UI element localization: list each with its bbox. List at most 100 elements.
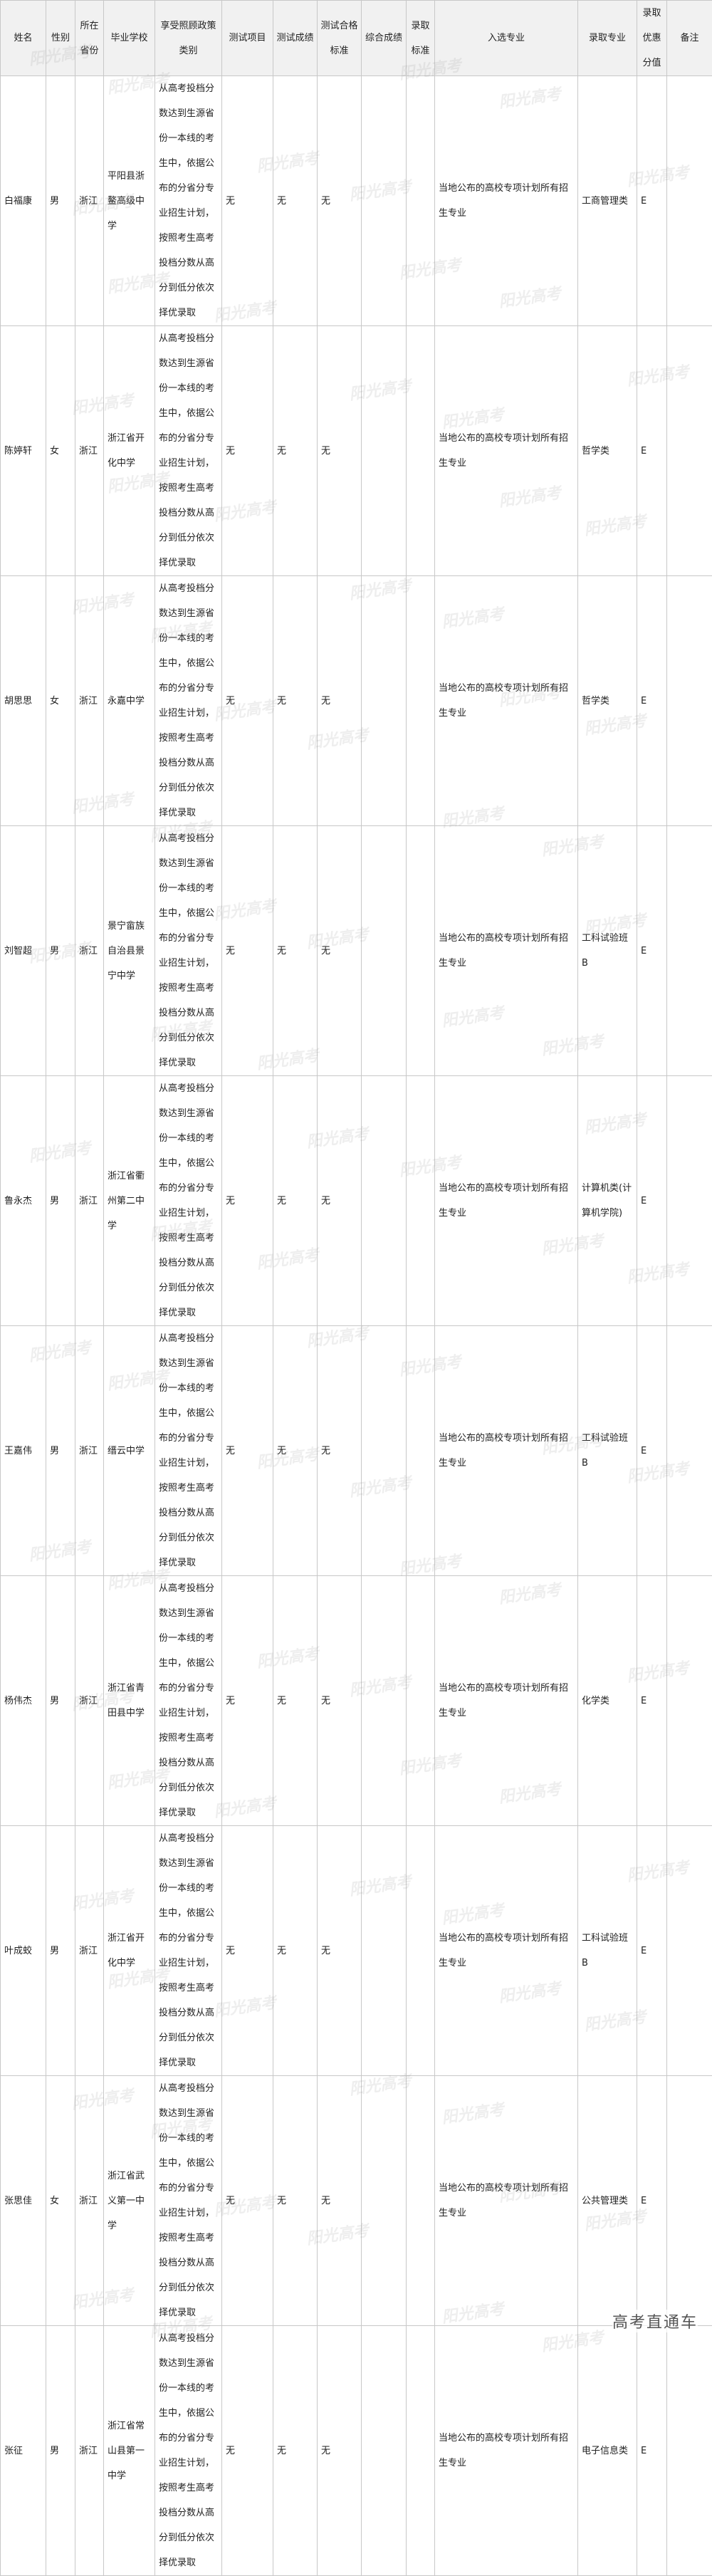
- test-score-cell: 无: [273, 326, 318, 576]
- table-row: 张征男浙江浙江省常山县第一中学从高考投档分数达到生源省份一本线的考生中，依据公布…: [1, 2326, 712, 2576]
- test-score-cell: 无: [273, 1076, 318, 1326]
- test-item-cell: 无: [222, 576, 273, 826]
- total-score-cell: [362, 826, 407, 1076]
- student-name-cell: 陈婷轩: [1, 326, 46, 576]
- gender-cell: 男: [46, 1076, 75, 1326]
- total-score-cell: [362, 2076, 407, 2326]
- gender-cell: 男: [46, 1576, 75, 1826]
- test-item-cell: 无: [222, 1576, 273, 1826]
- test-standard-cell: 无: [318, 76, 362, 326]
- test-standard-cell: 无: [318, 2076, 362, 2326]
- table-row: 张思佳女浙江浙江省武义第一中学从高考投档分数达到生源省份一本线的考生中，依据公布…: [1, 2076, 712, 2326]
- policy-type-cell: 从高考投档分数达到生源省份一本线的考生中，依据公布的分省分专业招生计划，按照考生…: [155, 1326, 222, 1576]
- school-cell: 浙江省开化中学: [104, 1826, 155, 2076]
- admission-standard-cell: [407, 76, 435, 326]
- header-school: 毕业学校: [104, 1, 155, 76]
- test-standard-cell: 无: [318, 2326, 362, 2576]
- student-name-cell: 叶成蛟: [1, 1826, 46, 2076]
- admitted-major-cell: 工科试验班B: [578, 1826, 637, 2076]
- bonus-score-cell: E: [637, 2076, 667, 2326]
- table-row: 刘智超男浙江景宁畲族自治县景宁中学从高考投档分数达到生源省份一本线的考生中，依据…: [1, 826, 712, 1076]
- bonus-score-cell: E: [637, 1576, 667, 1826]
- table-row: 杨伟杰男浙江浙江省青田县中学从高考投档分数达到生源省份一本线的考生中，依据公布的…: [1, 1576, 712, 1826]
- gender-cell: 男: [46, 826, 75, 1076]
- test-standard-cell: 无: [318, 1826, 362, 2076]
- admitted-major-cell: 工科试验班B: [578, 1326, 637, 1576]
- student-name-cell: 张征: [1, 2326, 46, 2576]
- note-cell: [667, 2076, 712, 2326]
- province-cell: 浙江: [75, 2076, 104, 2326]
- header-province: 所在省份: [75, 1, 104, 76]
- policy-type-cell: 从高考投档分数达到生源省份一本线的考生中，依据公布的分省分专业招生计划，按照考生…: [155, 1076, 222, 1326]
- test-score-cell: 无: [273, 2326, 318, 2576]
- note-cell: [667, 1076, 712, 1326]
- gender-cell: 女: [46, 2076, 75, 2326]
- selected-major-cell: 当地公布的高校专项计划所有招生专业: [435, 826, 578, 1076]
- note-cell: [667, 1326, 712, 1576]
- total-score-cell: [362, 1326, 407, 1576]
- student-name-cell: 胡思思: [1, 576, 46, 826]
- test-item-cell: 无: [222, 2076, 273, 2326]
- total-score-cell: [362, 1826, 407, 2076]
- test-item-cell: 无: [222, 2326, 273, 2576]
- admission-standard-cell: [407, 1326, 435, 1576]
- policy-type-cell: 从高考投档分数达到生源省份一本线的考生中，依据公布的分省分专业招生计划，按照考生…: [155, 2326, 222, 2576]
- test-score-cell: 无: [273, 576, 318, 826]
- school-cell: 浙江省开化中学: [104, 326, 155, 576]
- test-score-cell: 无: [273, 1576, 318, 1826]
- province-cell: 浙江: [75, 326, 104, 576]
- school-cell: 永嘉中学: [104, 576, 155, 826]
- total-score-cell: [362, 76, 407, 326]
- bonus-score-cell: E: [637, 1076, 667, 1326]
- note-cell: [667, 326, 712, 576]
- table-header-row: 姓名 性别 所在省份 毕业学校 享受照顾政策类别 测试项目 测试成绩 测试合格标…: [1, 1, 712, 76]
- admitted-major-cell: 哲学类: [578, 326, 637, 576]
- test-item-cell: 无: [222, 326, 273, 576]
- gender-cell: 男: [46, 2326, 75, 2576]
- school-cell: 浙江省衢州第二中学: [104, 1076, 155, 1326]
- table-row: 王嘉伟男浙江缙云中学从高考投档分数达到生源省份一本线的考生中，依据公布的分省分专…: [1, 1326, 712, 1576]
- note-cell: [667, 2326, 712, 2576]
- admission-standard-cell: [407, 576, 435, 826]
- student-name-cell: 白福康: [1, 76, 46, 326]
- selected-major-cell: 当地公布的高校专项计划所有招生专业: [435, 1326, 578, 1576]
- test-standard-cell: 无: [318, 1326, 362, 1576]
- selected-major-cell: 当地公布的高校专项计划所有招生专业: [435, 326, 578, 576]
- table-row: 叶成蛟男浙江浙江省开化中学从高考投档分数达到生源省份一本线的考生中，依据公布的分…: [1, 1826, 712, 2076]
- bonus-score-cell: E: [637, 826, 667, 1076]
- policy-type-cell: 从高考投档分数达到生源省份一本线的考生中，依据公布的分省分专业招生计划，按照考生…: [155, 826, 222, 1076]
- test-score-cell: 无: [273, 1826, 318, 2076]
- gender-cell: 女: [46, 576, 75, 826]
- bonus-score-cell: E: [637, 576, 667, 826]
- header-selected-major: 入选专业: [435, 1, 578, 76]
- note-cell: [667, 1576, 712, 1826]
- test-score-cell: 无: [273, 2076, 318, 2326]
- admitted-major-cell: 公共管理类: [578, 2076, 637, 2326]
- note-cell: [667, 576, 712, 826]
- selected-major-cell: 当地公布的高校专项计划所有招生专业: [435, 1576, 578, 1826]
- test-score-cell: 无: [273, 76, 318, 326]
- admission-standard-cell: [407, 2076, 435, 2326]
- table-row: 陈婷轩女浙江浙江省开化中学从高考投档分数达到生源省份一本线的考生中，依据公布的分…: [1, 326, 712, 576]
- selected-major-cell: 当地公布的高校专项计划所有招生专业: [435, 1076, 578, 1326]
- gender-cell: 男: [46, 1826, 75, 2076]
- gender-cell: 男: [46, 76, 75, 326]
- province-cell: 浙江: [75, 1076, 104, 1326]
- header-total-score: 综合成绩: [362, 1, 407, 76]
- gender-cell: 男: [46, 1326, 75, 1576]
- header-admission-standard: 录取标准: [407, 1, 435, 76]
- school-cell: 浙江省常山县第一中学: [104, 2326, 155, 2576]
- bonus-score-cell: E: [637, 326, 667, 576]
- header-note: 备注: [667, 1, 712, 76]
- school-cell: 景宁畲族自治县景宁中学: [104, 826, 155, 1076]
- header-test-standard: 测试合格标准: [318, 1, 362, 76]
- province-cell: 浙江: [75, 2326, 104, 2576]
- test-standard-cell: 无: [318, 1076, 362, 1326]
- school-cell: 浙江省青田县中学: [104, 1576, 155, 1826]
- table-row: 胡思思女浙江永嘉中学从高考投档分数达到生源省份一本线的考生中，依据公布的分省分专…: [1, 576, 712, 826]
- student-name-cell: 杨伟杰: [1, 1576, 46, 1826]
- selected-major-cell: 当地公布的高校专项计划所有招生专业: [435, 2326, 578, 2576]
- total-score-cell: [362, 2326, 407, 2576]
- selected-major-cell: 当地公布的高校专项计划所有招生专业: [435, 1826, 578, 2076]
